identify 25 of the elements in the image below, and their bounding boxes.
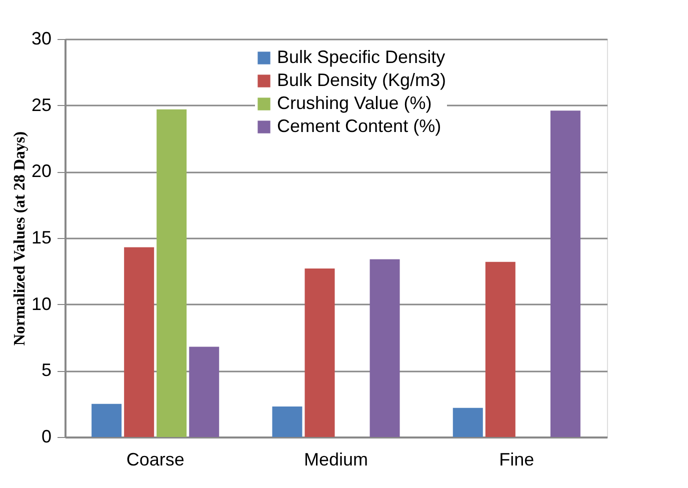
- y-tick-label: 30: [31, 28, 52, 48]
- y-tick-label: 25: [31, 94, 52, 115]
- y-axis-title: Normalized Values (at 28 Days): [11, 131, 28, 346]
- x-tick-label: Fine: [499, 450, 534, 470]
- bar: [189, 346, 220, 437]
- y-tick-label: 15: [31, 228, 52, 248]
- y-tick-label: 5: [41, 360, 52, 380]
- bar: [452, 408, 483, 437]
- bar: [156, 109, 187, 437]
- legend-label: Bulk Density (Kg/m3): [277, 70, 446, 90]
- bar: [370, 259, 400, 437]
- y-tick-label: 0: [41, 426, 52, 446]
- bar: [550, 110, 580, 437]
- y-tick-label: 10: [31, 294, 52, 314]
- legend-label: Cement Content (%): [277, 116, 442, 136]
- legend-label: Bulk Specific Density: [277, 47, 446, 67]
- bar: [124, 247, 154, 437]
- y-tick-label: 20: [31, 161, 52, 182]
- bar: [272, 406, 302, 437]
- legend-label: Crushing Value (%): [277, 93, 432, 113]
- x-tick-label: Coarse: [126, 450, 184, 470]
- bar: [304, 268, 335, 437]
- x-tick-label: Medium: [304, 450, 368, 470]
- bar: [92, 404, 122, 437]
- bar: [485, 262, 516, 437]
